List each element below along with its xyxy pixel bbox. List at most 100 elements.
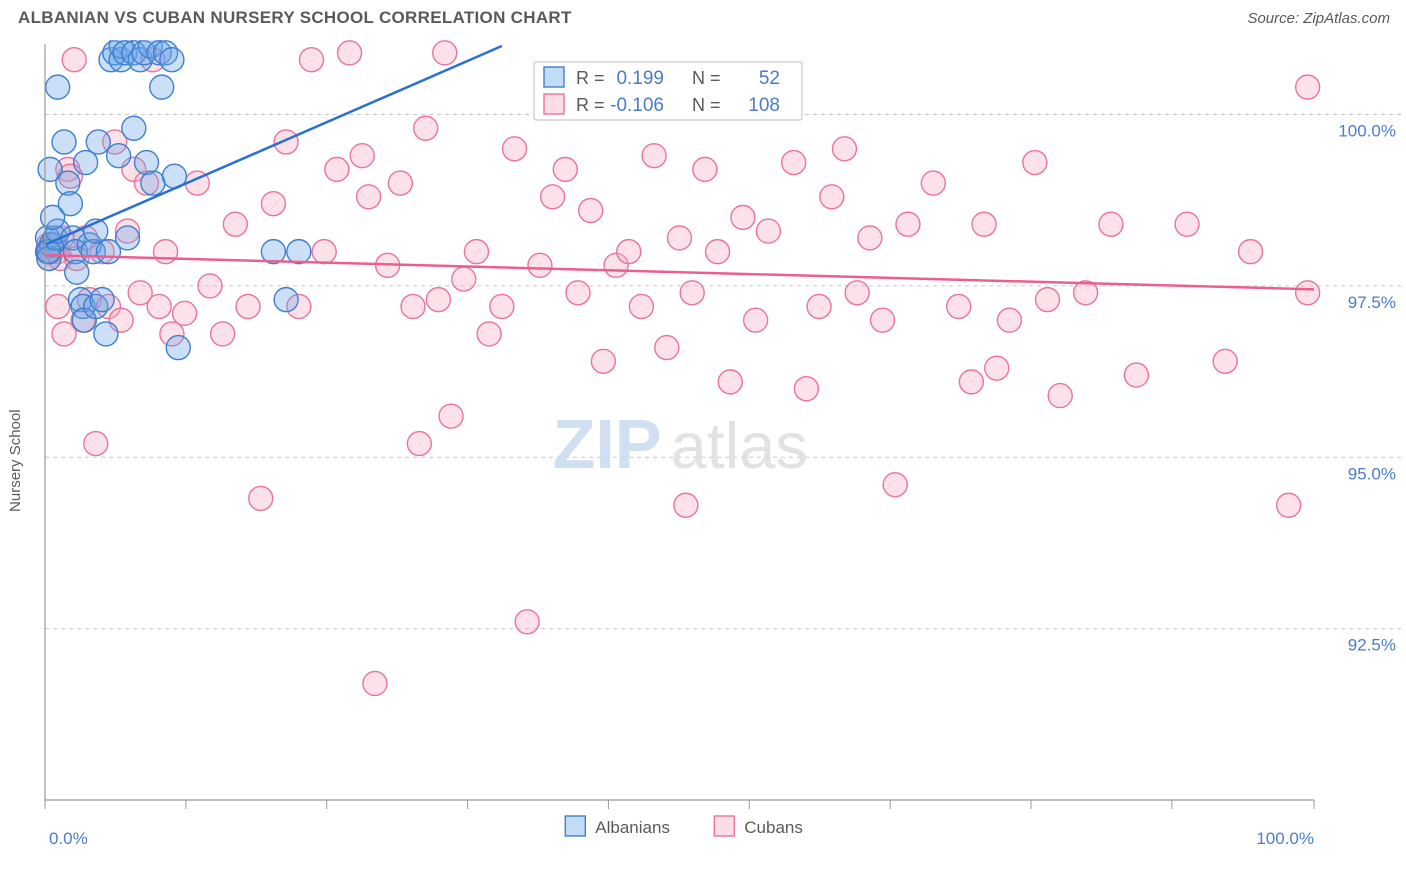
point-cubans xyxy=(490,294,514,318)
legend-n-value: 108 xyxy=(748,95,780,116)
point-albanians xyxy=(166,336,190,360)
watermark: ZIP xyxy=(553,405,662,483)
point-cubans xyxy=(807,294,831,318)
watermark: atlas xyxy=(671,409,808,482)
point-cubans xyxy=(997,308,1021,332)
point-cubans xyxy=(541,185,565,209)
point-cubans xyxy=(1239,240,1263,264)
point-cubans xyxy=(46,294,70,318)
legend-swatch-cubans xyxy=(714,816,734,836)
point-cubans xyxy=(858,226,882,250)
point-cubans xyxy=(1124,363,1148,387)
point-cubans xyxy=(985,356,1009,380)
point-cubans xyxy=(668,226,692,250)
point-cubans xyxy=(718,370,742,394)
point-cubans xyxy=(756,219,780,243)
point-cubans xyxy=(674,493,698,517)
point-albanians xyxy=(122,116,146,140)
point-cubans xyxy=(312,240,336,264)
point-cubans xyxy=(357,185,381,209)
point-cubans xyxy=(388,171,412,195)
point-cubans xyxy=(452,267,476,291)
point-cubans xyxy=(642,144,666,168)
point-cubans xyxy=(731,205,755,229)
point-cubans xyxy=(896,212,920,236)
point-cubans xyxy=(883,473,907,497)
point-cubans xyxy=(617,240,641,264)
point-albanians xyxy=(90,288,114,312)
legend-r-label: R = xyxy=(576,95,605,115)
point-cubans xyxy=(591,349,615,373)
point-cubans xyxy=(426,288,450,312)
point-cubans xyxy=(1277,493,1301,517)
point-cubans xyxy=(782,151,806,175)
point-albanians xyxy=(52,130,76,154)
y-tick-label: 95.0% xyxy=(1348,464,1396,483)
point-cubans xyxy=(921,171,945,195)
legend-swatch-cubans xyxy=(544,94,564,114)
point-cubans xyxy=(401,294,425,318)
point-cubans xyxy=(1296,281,1320,305)
legend-n-value: 52 xyxy=(759,68,780,89)
point-cubans xyxy=(693,157,717,181)
point-albanians xyxy=(74,151,98,175)
point-cubans xyxy=(820,185,844,209)
point-albanians xyxy=(274,288,298,312)
point-cubans xyxy=(154,240,178,264)
point-cubans xyxy=(173,301,197,325)
point-cubans xyxy=(528,253,552,277)
point-albanians xyxy=(94,322,118,346)
point-albanians xyxy=(115,226,139,250)
point-cubans xyxy=(655,336,679,360)
y-tick-label: 92.5% xyxy=(1348,636,1396,655)
point-cubans xyxy=(249,486,273,510)
point-cubans xyxy=(236,294,260,318)
point-cubans xyxy=(261,192,285,216)
point-cubans xyxy=(62,48,86,72)
point-cubans xyxy=(515,610,539,634)
point-cubans xyxy=(439,404,463,428)
point-cubans xyxy=(744,308,768,332)
x-min-label: 0.0% xyxy=(49,829,88,848)
point-cubans xyxy=(706,240,730,264)
point-cubans xyxy=(1099,212,1123,236)
point-cubans xyxy=(414,116,438,140)
point-cubans xyxy=(274,130,298,154)
point-cubans xyxy=(1296,75,1320,99)
point-cubans xyxy=(1175,212,1199,236)
chart-title: ALBANIAN VS CUBAN NURSERY SCHOOL CORRELA… xyxy=(18,8,572,28)
point-cubans xyxy=(338,41,362,65)
point-cubans xyxy=(464,240,488,264)
point-cubans xyxy=(871,308,895,332)
point-cubans xyxy=(147,294,171,318)
y-tick-label: 97.5% xyxy=(1348,293,1396,312)
legend-r-value: -0.106 xyxy=(610,95,664,116)
chart-svg: 92.5%95.0%97.5%100.0%ZIPatlas0.0%100.0%N… xyxy=(0,40,1406,870)
point-cubans xyxy=(972,212,996,236)
legend-n-label: N = xyxy=(692,68,721,88)
legend-swatch-albanians xyxy=(544,67,564,87)
legend-swatch-albanians xyxy=(565,816,585,836)
point-cubans xyxy=(433,41,457,65)
point-cubans xyxy=(198,274,222,298)
point-albanians xyxy=(150,75,174,99)
point-albanians xyxy=(86,130,110,154)
point-cubans xyxy=(959,370,983,394)
point-cubans xyxy=(477,322,501,346)
point-cubans xyxy=(407,432,431,456)
point-cubans xyxy=(680,281,704,305)
point-albanians xyxy=(58,192,82,216)
point-cubans xyxy=(566,281,590,305)
point-cubans xyxy=(1023,151,1047,175)
y-axis-title: Nursery School xyxy=(7,409,24,512)
point-cubans xyxy=(503,137,527,161)
legend-r-label: R = xyxy=(576,68,605,88)
point-cubans xyxy=(1048,384,1072,408)
point-cubans xyxy=(1036,288,1060,312)
point-albanians xyxy=(46,75,70,99)
point-cubans xyxy=(325,157,349,181)
trendline-cubans xyxy=(45,255,1314,289)
point-cubans xyxy=(223,212,247,236)
point-albanians xyxy=(160,48,184,72)
point-cubans xyxy=(579,199,603,223)
